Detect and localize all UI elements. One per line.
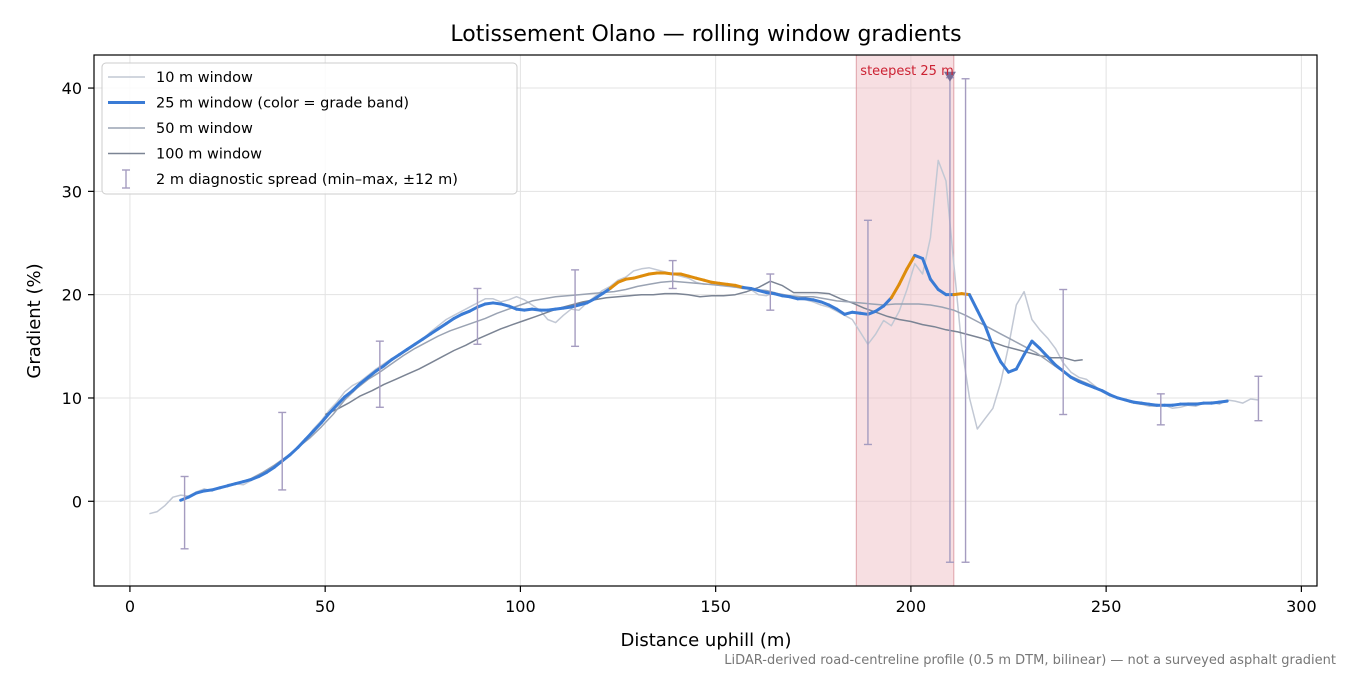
series-w25-segment — [319, 411, 331, 425]
series-w25-segment — [1053, 363, 1065, 373]
series-w25-segment — [991, 344, 1003, 364]
series-line-w100 — [324, 280, 1083, 416]
legend-box — [101, 62, 518, 195]
series-w25-segment — [921, 257, 932, 281]
series-w25-segment — [343, 389, 355, 399]
series-w25-segment — [265, 465, 276, 474]
series-w25-segment — [1046, 355, 1057, 367]
series-w25-segment — [1014, 353, 1026, 371]
x-tick-label: 250 — [1091, 597, 1122, 616]
y-tick-label: 20 — [62, 286, 82, 305]
series-w25-segment — [311, 421, 323, 433]
series-w25-segment — [444, 316, 456, 326]
legend-label: 100 m window — [156, 147, 262, 163]
series-w25-segment — [905, 253, 917, 271]
legend-label: 25 m window (color = grade band) — [156, 96, 409, 112]
error-bar — [180, 475, 189, 550]
series-w25-segment — [397, 347, 409, 357]
error-bar — [1156, 393, 1165, 426]
series-w25-segment — [366, 369, 378, 379]
series-w25-segment — [897, 267, 909, 286]
steepest-marker — [943, 71, 956, 82]
error-bar — [278, 411, 287, 491]
series-w25-segment — [335, 395, 347, 407]
chart-title: Lotissement Olano — rolling window gradi… — [450, 22, 961, 47]
x-tick-label: 0 — [125, 597, 135, 616]
y-axis-label: Gradient (%) — [24, 263, 45, 378]
footnote: LiDAR-derived road-centreline profile (0… — [724, 653, 1336, 668]
y-tick-label: 40 — [62, 79, 82, 98]
error-bars — [180, 77, 1263, 563]
annotations: steepest 25 m — [860, 64, 956, 82]
x-axis-label: Distance uphill (m) — [621, 630, 792, 651]
series-w25-segment — [390, 353, 401, 362]
series-w25-segment — [928, 277, 940, 292]
error-bar — [473, 287, 482, 345]
y-tick-label: 10 — [62, 389, 82, 408]
series-w25-segment — [405, 342, 417, 351]
series-w25-segment — [975, 308, 987, 328]
series-w25-segment — [421, 332, 433, 341]
series-w25-segment — [889, 282, 901, 300]
error-bar — [766, 273, 775, 311]
error-bar — [961, 78, 970, 563]
error-bar — [863, 219, 872, 446]
series-w25-segment — [436, 322, 448, 331]
y-tick-label: 30 — [62, 182, 82, 201]
x-tick-label: 200 — [896, 597, 927, 616]
series-w25-segment — [936, 288, 948, 297]
series-w25-segment — [280, 453, 292, 463]
plot-frame — [93, 54, 1318, 587]
series-w25-segment — [593, 292, 604, 301]
series-w25-segment — [1022, 339, 1034, 357]
series-w25-segment — [882, 296, 893, 308]
series-w25-segment — [967, 293, 979, 312]
error-bar — [668, 259, 677, 290]
legend-item-w10: 10 m window — [108, 70, 253, 86]
series-w25-segment — [1030, 339, 1042, 350]
error-bar — [375, 340, 384, 408]
legend-item-w100: 100 m window — [108, 147, 262, 163]
series-w25-segment — [1217, 399, 1229, 404]
steepest-label: steepest 25 m — [860, 64, 953, 79]
y-tick-label: 0 — [72, 492, 82, 511]
legend-label: 10 m window — [156, 70, 253, 86]
series-w25-segment — [272, 459, 284, 469]
series-w25-segment — [874, 304, 886, 313]
series-w25-segment — [296, 437, 308, 450]
series-w25-segment — [608, 280, 620, 290]
series-w25-segment — [288, 446, 300, 457]
x-tick-label: 50 — [315, 597, 335, 616]
series-w25-segment — [327, 403, 339, 415]
series-w25-segment — [1061, 369, 1073, 379]
legend-label: 2 m diagnostic spread (min–max, ±12 m) — [156, 172, 458, 188]
series-w25-segment — [358, 375, 370, 386]
series-w25-segment — [304, 429, 315, 441]
series-w25-segment — [835, 307, 847, 316]
x-tick-label: 150 — [700, 597, 731, 616]
x-tick-label: 300 — [1286, 597, 1317, 616]
series-w25-segment — [1038, 346, 1050, 359]
series-w25-segment — [999, 360, 1011, 374]
series-w25-segment — [429, 327, 440, 336]
legend: 10 m window 25 m window (color = grade ba… — [101, 62, 518, 195]
legend-label: 50 m window — [156, 121, 253, 137]
legend-item-w50: 50 m window — [108, 121, 253, 137]
series-w25-segment — [413, 337, 425, 346]
legend-item-err: 2 m diagnostic spread (min–max, ±12 m) — [122, 169, 458, 189]
x-tick-label: 100 — [505, 597, 536, 616]
series-w25-segment — [600, 286, 612, 296]
error-bar — [571, 269, 580, 348]
series-w25-segment — [382, 358, 394, 368]
series-w25-segment — [351, 382, 362, 393]
series-w25-segment — [983, 324, 995, 348]
axis-ticks: 0 50 100 150 200 250 300 0 10 20 30 40 — [62, 79, 1317, 616]
legend-item-w25: 25 m window (color = grade band) — [108, 96, 409, 112]
error-bar — [1254, 375, 1263, 422]
error-bar — [1059, 288, 1068, 416]
